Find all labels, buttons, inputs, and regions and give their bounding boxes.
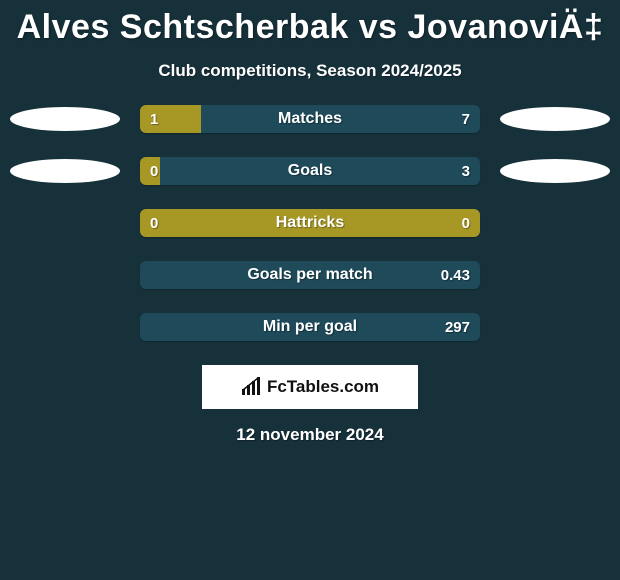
left-team-pill bbox=[10, 107, 120, 131]
stat-row: 0Hattricks0 bbox=[0, 209, 620, 237]
subtitle: Club competitions, Season 2024/2025 bbox=[0, 61, 620, 81]
stat-bar: Goals per match0.43 bbox=[140, 261, 480, 289]
right-team-pill bbox=[500, 159, 610, 183]
comparison-widget: Alves Schtscherbak vs JovanoviÄ‡ Club co… bbox=[0, 0, 620, 580]
right-team-pill bbox=[500, 107, 610, 131]
stat-label: Hattricks bbox=[140, 209, 480, 237]
brand-box[interactable]: FcTables.com bbox=[202, 365, 418, 409]
stat-row: 0Goals3 bbox=[0, 157, 620, 185]
right-value: 0 bbox=[462, 209, 470, 237]
stat-bar: 0Goals3 bbox=[140, 157, 480, 185]
stat-row: Min per goal297 bbox=[0, 313, 620, 341]
stat-label: Goals per match bbox=[140, 261, 480, 289]
brand-logo: FcTables.com bbox=[241, 377, 379, 397]
stat-label: Goals bbox=[140, 157, 480, 185]
stat-label: Min per goal bbox=[140, 313, 480, 341]
right-value: 0.43 bbox=[441, 261, 470, 289]
right-value: 7 bbox=[462, 105, 470, 133]
date-text: 12 november 2024 bbox=[0, 425, 620, 445]
stat-row: 1Matches7 bbox=[0, 105, 620, 133]
right-value: 3 bbox=[462, 157, 470, 185]
stat-bar: 1Matches7 bbox=[140, 105, 480, 133]
brand-text: FcTables.com bbox=[267, 377, 379, 397]
stat-row: Goals per match0.43 bbox=[0, 261, 620, 289]
page-title: Alves Schtscherbak vs JovanoviÄ‡ bbox=[0, 0, 620, 47]
bars-icon bbox=[241, 377, 263, 397]
stat-label: Matches bbox=[140, 105, 480, 133]
stat-rows: 1Matches70Goals30Hattricks0Goals per mat… bbox=[0, 105, 620, 341]
left-team-pill bbox=[10, 159, 120, 183]
right-value: 297 bbox=[445, 313, 470, 341]
stat-bar: 0Hattricks0 bbox=[140, 209, 480, 237]
stat-bar: Min per goal297 bbox=[140, 313, 480, 341]
